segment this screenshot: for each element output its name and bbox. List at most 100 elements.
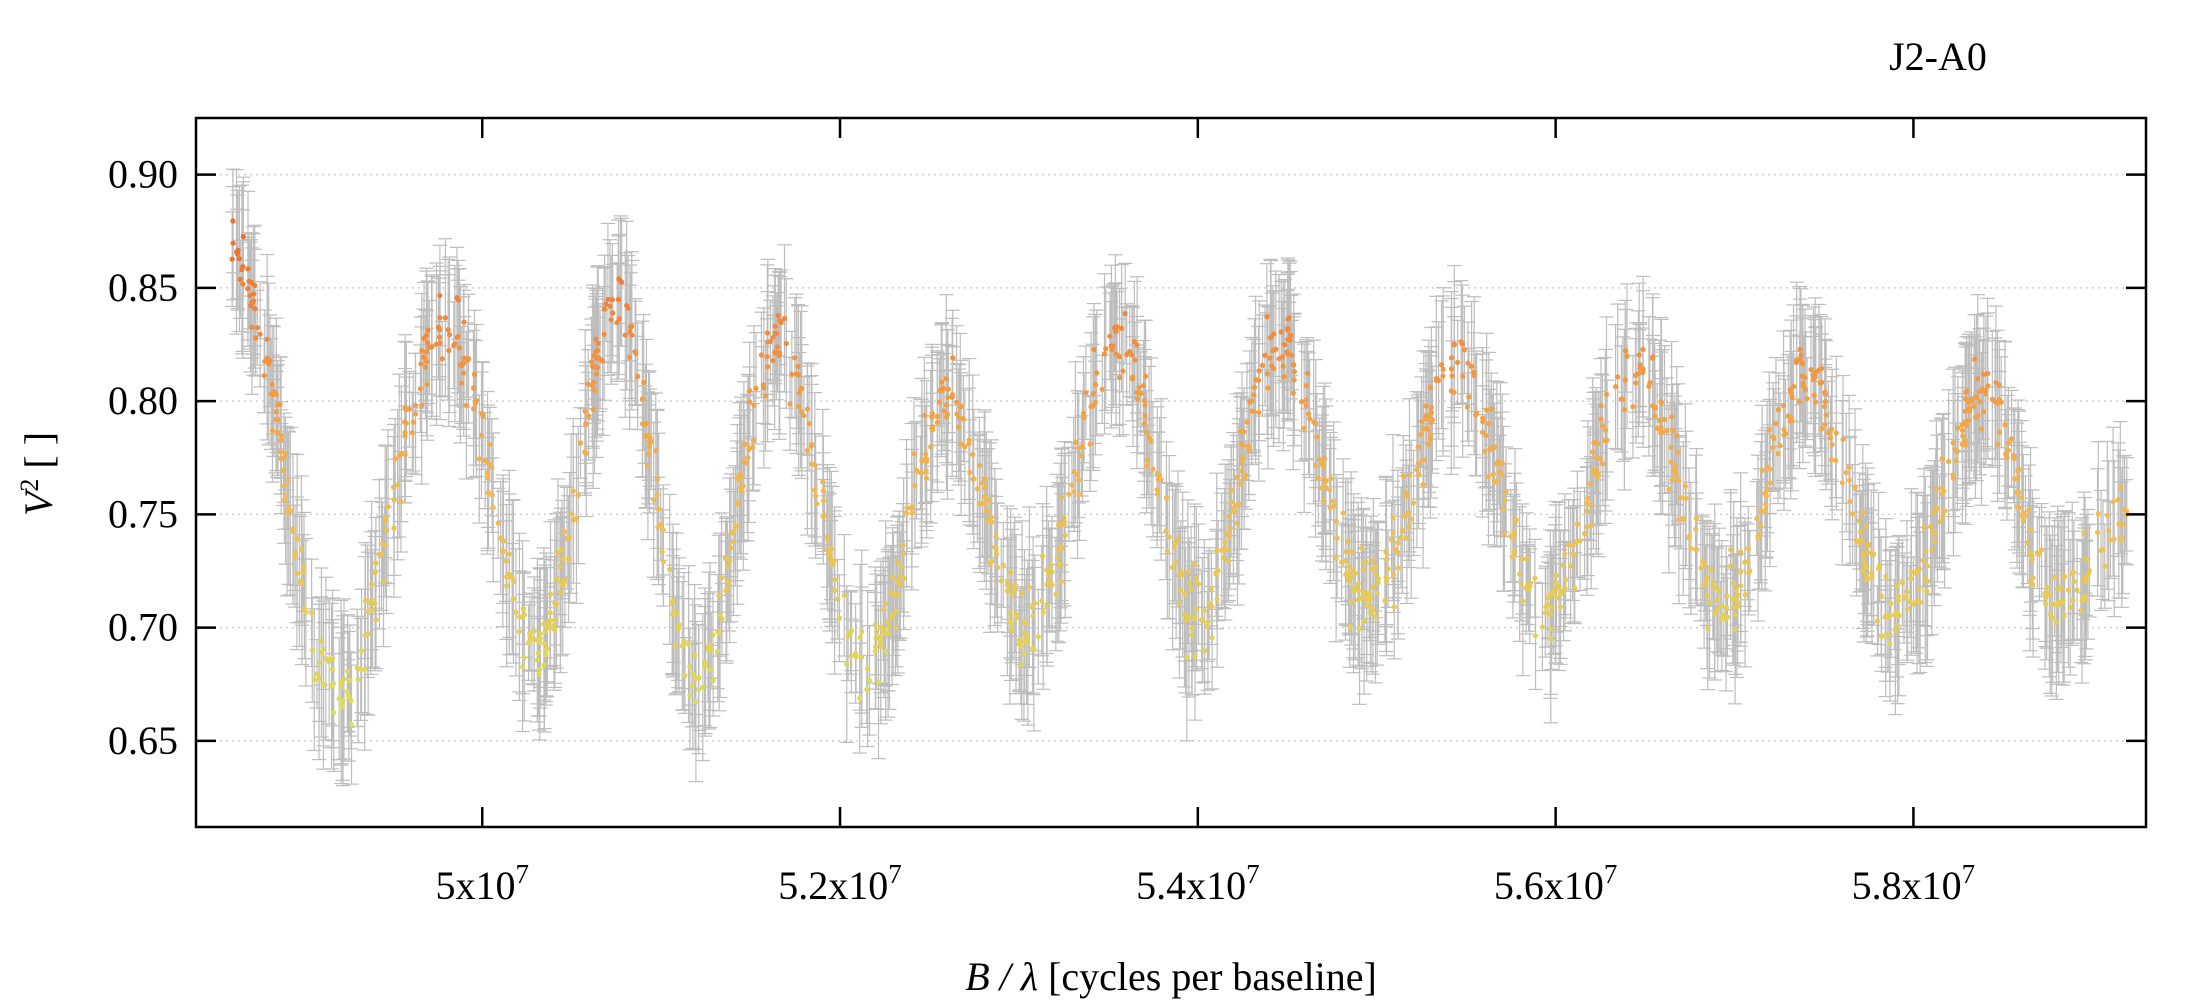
data-point-106	[1822, 391, 1829, 397]
data-point-97	[1243, 472, 1249, 478]
data-point-137	[1370, 584, 1376, 590]
data-point-55	[2053, 619, 2059, 626]
data-point-138	[1071, 469, 1077, 475]
data-point-167	[1415, 444, 1421, 450]
data-point-51	[799, 408, 805, 415]
data-point-101	[1032, 600, 1038, 606]
data-point-110	[1652, 413, 1658, 419]
data-point-47	[1517, 571, 1523, 577]
data-point-32	[1563, 577, 1569, 583]
data-point-75	[1904, 589, 1910, 595]
data-point-153	[1808, 366, 1814, 373]
data-point-122	[245, 266, 251, 272]
data-point-120	[345, 668, 351, 674]
data-point-181	[2115, 497, 2121, 503]
data-point-141	[1510, 554, 1516, 560]
chart-title: J2-A0	[1889, 34, 1987, 79]
data-point-131	[1058, 579, 1064, 585]
data-point-74	[2104, 512, 2110, 518]
data-point-99	[1520, 598, 1526, 604]
data-point-96	[1304, 370, 1311, 376]
data-point-28	[1590, 449, 1596, 455]
data-point-61	[240, 281, 246, 287]
data-point-182	[1414, 467, 1420, 473]
data-point-187	[1425, 441, 1431, 447]
data-point-90	[1177, 587, 1184, 593]
data-point-144	[380, 578, 387, 584]
data-point-84	[1730, 596, 1736, 602]
data-point-166	[402, 451, 408, 458]
data-point-88	[1264, 370, 1270, 377]
data-point-168	[456, 345, 463, 351]
data-point-140	[1985, 371, 1991, 377]
data-point-128	[1438, 362, 1445, 368]
data-point-43	[1423, 403, 1429, 409]
data-point-172	[1846, 464, 1852, 471]
data-point-158	[1511, 550, 1518, 556]
data-point-40	[2081, 530, 2087, 536]
data-point-78	[487, 441, 493, 448]
data-point-86	[1738, 549, 1744, 555]
data-point-45	[1349, 599, 1355, 605]
data-point-1	[1570, 542, 1576, 549]
data-point-44	[278, 437, 284, 443]
data-point-81	[2005, 440, 2012, 446]
data-point-70	[601, 331, 607, 337]
data-point-112	[1026, 584, 1032, 590]
data-point-154	[1705, 625, 1711, 631]
data-point-173	[934, 413, 940, 420]
data-point-13	[395, 482, 401, 488]
data-point-16	[1503, 489, 1509, 495]
data-point-59	[1633, 380, 1639, 386]
grid-lines	[196, 173, 2146, 742]
data-point-24	[1688, 545, 1694, 551]
data-point-66	[1833, 430, 1839, 436]
data-point-111	[372, 601, 378, 607]
data-point-188	[2042, 590, 2048, 597]
data-point-31	[654, 476, 661, 482]
data-point-39	[1847, 498, 1853, 505]
data-point-36	[1700, 558, 1706, 564]
data-point-14	[1004, 588, 1010, 594]
data-point-164	[1557, 604, 1564, 610]
data-point-19	[1135, 396, 1141, 402]
data-point-30	[775, 312, 781, 319]
data-point-118	[1333, 555, 1339, 561]
data-point-56	[750, 438, 756, 444]
data-point-60	[1745, 545, 1751, 552]
data-point-157	[338, 702, 344, 708]
data-point-33	[693, 698, 699, 705]
data-points	[229, 218, 2130, 728]
data-point-67	[510, 596, 516, 602]
data-point-180	[1101, 351, 1108, 357]
data-point-171	[1150, 466, 1156, 472]
data-point-65	[1368, 611, 1374, 617]
data-point-175	[1702, 562, 1708, 569]
data-point-163	[2095, 511, 2101, 517]
data-point-115	[1922, 548, 1928, 554]
data-point-136	[560, 556, 566, 562]
data-point-52	[1244, 419, 1250, 425]
data-point-133	[770, 358, 776, 364]
data-point-20	[412, 402, 418, 408]
data-point-159	[1116, 375, 1123, 381]
data-point-127	[1942, 508, 1948, 514]
data-point-57	[1931, 538, 1938, 544]
data-point-132	[1351, 568, 1357, 575]
data-point-3	[758, 352, 765, 358]
data-point-98	[252, 306, 258, 312]
data-point-22	[655, 506, 662, 512]
data-point-151	[570, 488, 576, 494]
data-point-108	[301, 564, 307, 570]
data-point-26	[1395, 549, 1401, 555]
data-point-134	[911, 451, 917, 457]
data-point-142	[500, 549, 506, 555]
data-point-156	[309, 647, 315, 653]
data-point-100	[1962, 438, 1968, 444]
data-point-178	[1144, 463, 1150, 469]
data-point-109	[269, 428, 276, 434]
data-point-150	[1383, 557, 1389, 563]
data-point-92	[1246, 443, 1252, 449]
error-bars	[225, 168, 2134, 787]
